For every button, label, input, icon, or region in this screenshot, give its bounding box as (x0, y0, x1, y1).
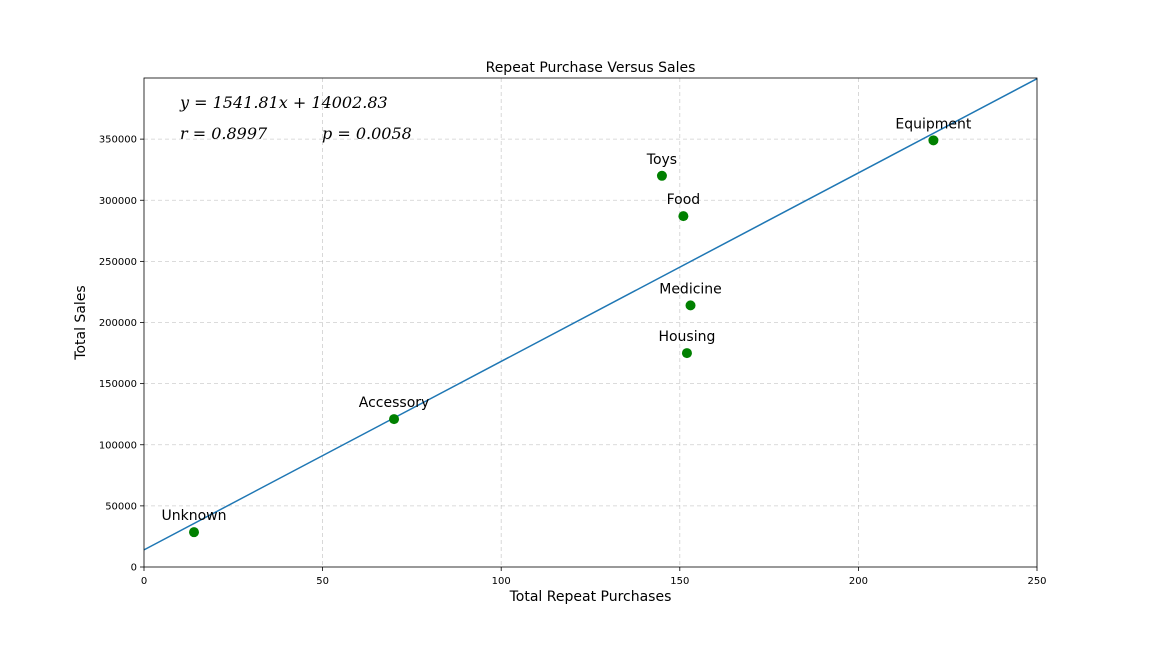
data-points: Unknown Accessory Toys Food Medicine Housing E… (162, 116, 972, 538)
regression-line (143, 78, 1038, 551)
y-axis-title: Total Sales (73, 285, 89, 360)
data-point-label: Accessory (359, 395, 430, 411)
data-point (681, 348, 692, 359)
data-point (389, 414, 400, 425)
x-tick-label: 200 (849, 576, 868, 587)
y-tick-label: 50000 (105, 501, 137, 512)
data-point-label: Food (667, 192, 701, 208)
data-point-label: Toys (646, 152, 677, 168)
correlation-coefficient: r = 0.8997 (180, 124, 268, 143)
x-tick-label: 250 (1027, 576, 1046, 587)
y-tick-label: 300000 (99, 196, 137, 207)
p-value: p = 0.0058 (322, 124, 412, 143)
y-tick-label: 200000 (99, 318, 137, 329)
x-tick-label: 100 (492, 576, 511, 587)
y-tick-label: 350000 (99, 135, 137, 146)
data-point-label: Housing (658, 329, 715, 345)
data-point (189, 527, 200, 538)
y-tick-label: 0 (131, 563, 137, 574)
x-axis-title: Total Repeat Purchases (509, 589, 672, 605)
regression-equation: y = 1541.81x + 14002.83 (179, 93, 388, 112)
data-point-label: Equipment (895, 116, 972, 132)
axis-ticks: 0 50 100 150 200 250 0 50000 100000 150000 200000 2… (99, 135, 1047, 587)
x-tick-label: 50 (316, 576, 329, 587)
data-point (928, 135, 939, 146)
data-point-label: Unknown (162, 508, 227, 524)
y-tick-label: 100000 (99, 440, 137, 451)
y-tick-label: 150000 (99, 379, 137, 390)
data-point-label: Medicine (659, 281, 722, 297)
data-point (656, 170, 667, 181)
data-point (685, 300, 696, 311)
regression-line-group (143, 78, 1038, 551)
x-tick-label: 150 (670, 576, 689, 587)
x-tick-label: 0 (141, 576, 147, 587)
chart-title: Repeat Purchase Versus Sales (486, 60, 696, 76)
y-tick-label: 250000 (99, 257, 137, 268)
grid-lines (144, 78, 1037, 567)
data-point (678, 211, 689, 222)
